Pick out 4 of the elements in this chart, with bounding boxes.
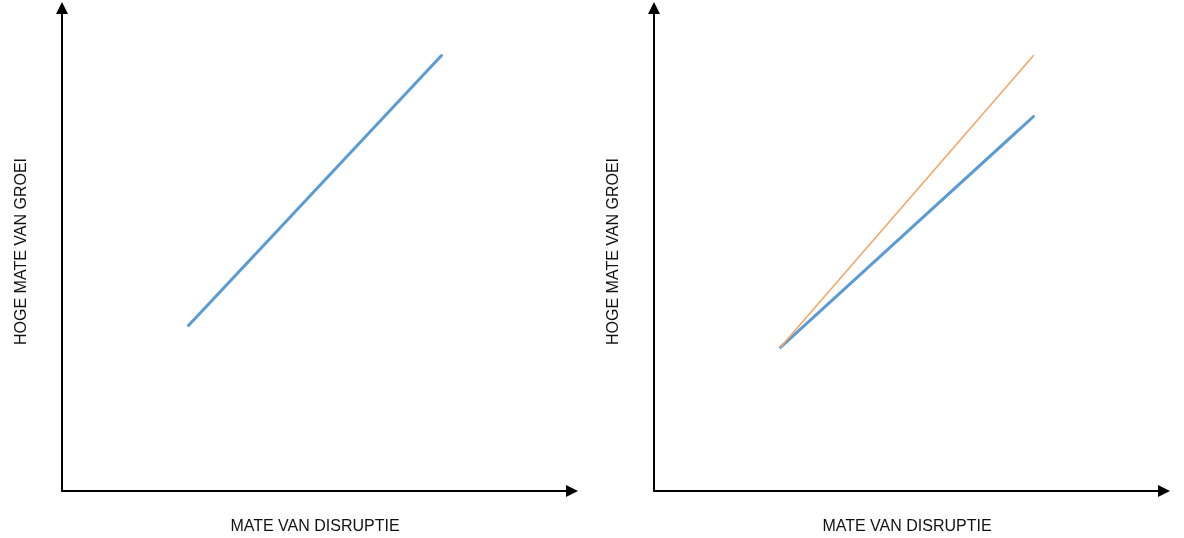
x-axis-title: MATE VAN DISRUPTIE [822, 516, 992, 534]
y-axis-title: HOGE MATE VAN GROEI [603, 158, 621, 345]
y-axis-title: HOGE MATE VAN GROEI [11, 158, 29, 345]
x-axis-title: MATE VAN DISRUPTIE [230, 516, 400, 534]
